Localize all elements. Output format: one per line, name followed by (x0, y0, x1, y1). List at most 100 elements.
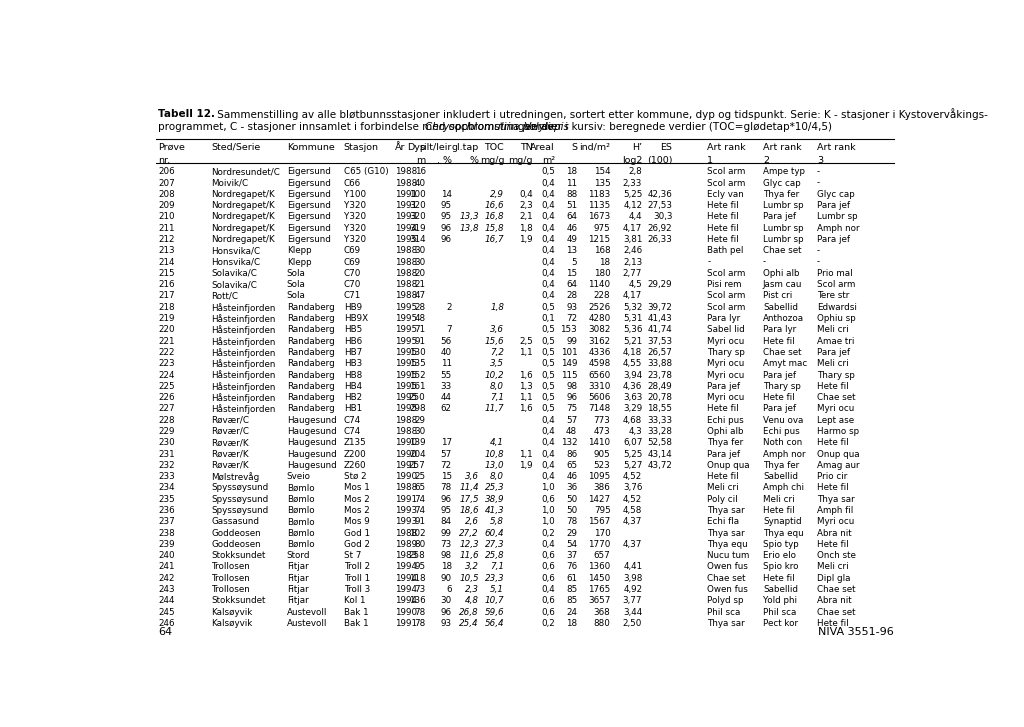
Text: 18: 18 (566, 167, 578, 176)
Text: 15,8: 15,8 (484, 224, 504, 233)
Text: 1,6: 1,6 (519, 371, 532, 379)
Text: 5,32: 5,32 (623, 302, 642, 312)
Text: Echi pus: Echi pus (708, 416, 744, 425)
Text: Dipl gla: Dipl gla (817, 574, 850, 583)
Text: HB3: HB3 (344, 359, 362, 369)
Text: 0,4: 0,4 (542, 280, 555, 289)
Text: 64: 64 (158, 627, 172, 637)
Text: Tabell 12.: Tabell 12. (158, 108, 215, 119)
Text: Art rank: Art rank (763, 142, 802, 152)
Text: Thya sar: Thya sar (817, 495, 855, 504)
Text: 78: 78 (415, 619, 426, 628)
Text: 85: 85 (566, 596, 578, 606)
Text: 95: 95 (415, 563, 426, 571)
Text: 26,92: 26,92 (648, 224, 673, 233)
Text: 773: 773 (594, 416, 610, 425)
Text: 5,36: 5,36 (623, 326, 642, 334)
Text: 135: 135 (409, 359, 426, 369)
Text: 152: 152 (409, 371, 426, 379)
Text: Chae set: Chae set (817, 393, 855, 402)
Text: Haugesund: Haugesund (287, 438, 337, 447)
Text: 43,14: 43,14 (647, 449, 673, 459)
Text: 0,4: 0,4 (542, 461, 555, 470)
Text: 0,4: 0,4 (542, 235, 555, 244)
Text: 1990: 1990 (394, 608, 417, 616)
Text: TN: TN (520, 142, 532, 152)
Text: 13,3: 13,3 (459, 212, 479, 222)
Text: Randaberg: Randaberg (287, 404, 335, 414)
Text: 2: 2 (763, 156, 769, 164)
Text: Z260: Z260 (344, 461, 367, 470)
Text: Lumbr sp: Lumbr sp (763, 224, 804, 233)
Text: Bak 1: Bak 1 (344, 608, 369, 616)
Text: Sola: Sola (287, 280, 305, 289)
Text: Onup qua: Onup qua (817, 449, 859, 459)
Text: 1994: 1994 (394, 574, 417, 583)
Text: 11,6: 11,6 (459, 551, 479, 561)
Text: H’: H’ (632, 142, 642, 152)
Text: 2,33: 2,33 (623, 179, 642, 188)
Text: Trollosen: Trollosen (211, 585, 250, 594)
Text: 2,77: 2,77 (623, 269, 642, 278)
Text: HB2: HB2 (344, 393, 362, 402)
Text: 0,4: 0,4 (542, 224, 555, 233)
Text: 10,2: 10,2 (484, 371, 504, 379)
Text: 98: 98 (566, 382, 578, 391)
Text: 905: 905 (594, 449, 610, 459)
Text: Bømlo: Bømlo (287, 540, 314, 549)
Text: HB9X: HB9X (344, 314, 368, 323)
Text: 212: 212 (158, 235, 175, 244)
Text: 4,37: 4,37 (623, 540, 642, 549)
Text: 1995: 1995 (394, 326, 417, 334)
Text: Amph nor: Amph nor (817, 224, 859, 233)
Text: 3,2: 3,2 (465, 563, 479, 571)
Text: Myri ocu: Myri ocu (817, 518, 854, 526)
Text: Harmo sp: Harmo sp (817, 427, 859, 436)
Text: Randaberg: Randaberg (287, 359, 335, 369)
Text: Sabellid: Sabellid (763, 585, 798, 594)
Text: Bømlo: Bømlo (287, 495, 314, 504)
Text: Troll 2: Troll 2 (344, 563, 370, 571)
Text: 18,6: 18,6 (459, 506, 479, 515)
Text: 241: 241 (158, 563, 175, 571)
Text: 64: 64 (566, 280, 578, 289)
Text: 78: 78 (440, 483, 452, 492)
Text: 6: 6 (446, 585, 452, 594)
Text: 16,8: 16,8 (484, 212, 504, 222)
Text: Y320: Y320 (344, 201, 366, 210)
Text: Håsteinfjorden: Håsteinfjorden (211, 371, 275, 380)
Text: 657: 657 (594, 551, 610, 561)
Text: 523: 523 (594, 461, 610, 470)
Text: Eigersund: Eigersund (287, 212, 331, 222)
Text: HB4: HB4 (344, 382, 362, 391)
Text: 16,6: 16,6 (484, 201, 504, 210)
Text: 4,92: 4,92 (624, 585, 642, 594)
Text: Trollosen: Trollosen (211, 563, 250, 571)
Text: 11,7: 11,7 (484, 404, 504, 414)
Text: Bømlo: Bømlo (287, 483, 314, 492)
Text: Håsteinfjorden: Håsteinfjorden (211, 393, 275, 403)
Text: 7,1: 7,1 (490, 563, 504, 571)
Text: Gassasund: Gassasund (211, 518, 259, 526)
Text: 1995: 1995 (394, 404, 417, 414)
Text: Hete fil: Hete fil (708, 201, 739, 210)
Text: 95: 95 (440, 201, 452, 210)
Text: 98: 98 (440, 551, 452, 561)
Text: 880: 880 (594, 619, 610, 628)
Text: 46: 46 (566, 472, 578, 481)
Text: 33,33: 33,33 (647, 416, 673, 425)
Text: Eigersund: Eigersund (287, 224, 331, 233)
Text: Moivik/C: Moivik/C (211, 179, 249, 188)
Text: Myri ocu: Myri ocu (708, 359, 744, 369)
Text: Para lyr: Para lyr (763, 326, 796, 334)
Text: 96: 96 (440, 224, 452, 233)
Text: Fitjar: Fitjar (287, 563, 308, 571)
Text: 37: 37 (566, 551, 578, 561)
Text: 1995: 1995 (394, 393, 417, 402)
Text: 221: 221 (158, 337, 175, 345)
Text: 319: 319 (409, 224, 426, 233)
Text: 23,3: 23,3 (484, 574, 504, 583)
Text: 11,4: 11,4 (459, 483, 479, 492)
Text: 1988: 1988 (394, 529, 417, 537)
Text: 1988: 1988 (394, 257, 417, 267)
